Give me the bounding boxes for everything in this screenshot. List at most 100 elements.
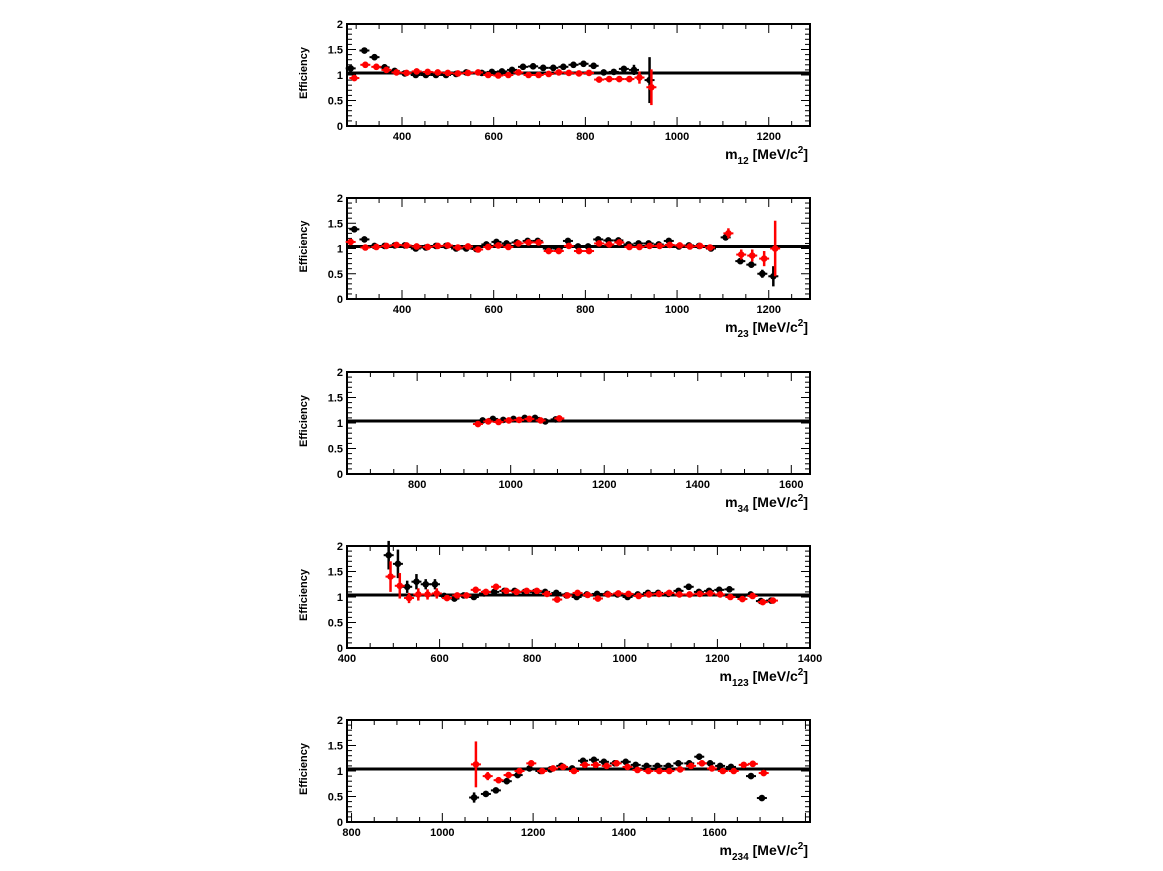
data-point [464,243,472,250]
data-point [526,765,533,772]
data-point [706,590,714,597]
data-point [415,591,422,598]
data-point [464,69,472,77]
data-point [565,242,573,250]
data-point [675,760,682,767]
data-point [383,66,390,74]
data-point [549,765,557,772]
x-tick-label: 1000 [498,479,522,491]
data-point [759,270,766,278]
data-point [706,760,714,767]
x-axis-title-sub: 123 [732,678,749,689]
y-axis-title: Efficiency [298,742,310,795]
data-point [559,763,567,771]
y-tick-label: 1 [337,244,343,256]
data-point [549,64,557,72]
y-tick-label: 0 [337,121,343,133]
data-point [706,244,714,251]
data-point [676,591,683,598]
x-tick-label: 600 [485,304,503,316]
data-point [759,598,767,606]
data-point [472,586,480,594]
x-tick-label: 800 [576,304,594,316]
data-point [665,762,672,770]
data-point [545,70,553,78]
series-red [470,741,769,788]
data-point [636,74,643,81]
data-point [610,68,618,76]
data-point [747,772,755,780]
data-point [482,588,490,596]
data-point [403,583,411,591]
data-point [737,251,745,258]
data-point [645,591,653,598]
data-point [543,590,551,598]
x-axis-title-unit: [MeV/c [753,494,798,510]
data-point [590,62,597,70]
x-tick-label: 1200 [521,827,545,839]
data-point [648,83,655,91]
data-point [405,594,413,602]
data-point [615,590,622,597]
x-axis-title-sub: 234 [732,852,749,863]
y-tick-label: 0 [337,643,343,655]
x-tick-label: 1200 [757,131,781,143]
data-point [643,762,650,770]
data-point [527,760,535,767]
data-point [600,69,608,76]
data-point [413,68,420,75]
y-tick-label: 1 [337,592,343,604]
data-point [394,560,402,568]
data-point [584,591,592,599]
data-point [434,242,442,250]
data-point [760,769,767,777]
data-point [482,790,490,798]
y-tick-label: 2 [337,19,343,31]
data-point [564,237,572,245]
data-point [387,573,394,580]
data-point [484,418,492,425]
x-tick-label: 1400 [686,479,710,491]
data-point [533,587,541,595]
y-tick-label: 0.5 [328,444,343,456]
data-point [645,767,652,775]
data-point [396,582,404,590]
x-axis-title-sup: 2 [798,841,804,852]
data-point [393,69,400,76]
y-tick-label: 2 [337,367,343,379]
data-point [545,247,553,255]
y-axis-title: Efficiency [298,394,310,447]
data-point [413,243,420,250]
data-point [474,420,482,428]
data-point [749,592,756,600]
data-point [454,244,462,251]
data-point [615,239,623,246]
y-axis-title: Efficiency [298,568,310,621]
data-point [434,69,442,76]
data-point [585,69,593,77]
data-point [525,239,532,246]
data-point [605,241,613,248]
data-point [556,415,563,422]
data-point [373,63,380,71]
x-axis-title: m34 [MeV/c2] [725,493,808,515]
data-point [555,69,563,76]
x-axis-title-close: ] [803,494,808,510]
y-tick-label: 0 [337,294,343,306]
data-point [553,596,561,603]
data-point [727,593,734,601]
x-tick-label: 600 [485,131,503,143]
data-point [646,242,653,250]
y-tick-label: 0.5 [328,618,343,630]
data-point [564,592,571,599]
data-point [726,586,733,593]
data-point [484,772,492,780]
data-point [758,794,766,802]
y-tick-label: 1.5 [328,567,343,579]
data-point [538,767,546,775]
data-point [474,246,482,253]
data-point [535,239,542,246]
data-point [403,242,410,249]
data-point [555,247,563,255]
